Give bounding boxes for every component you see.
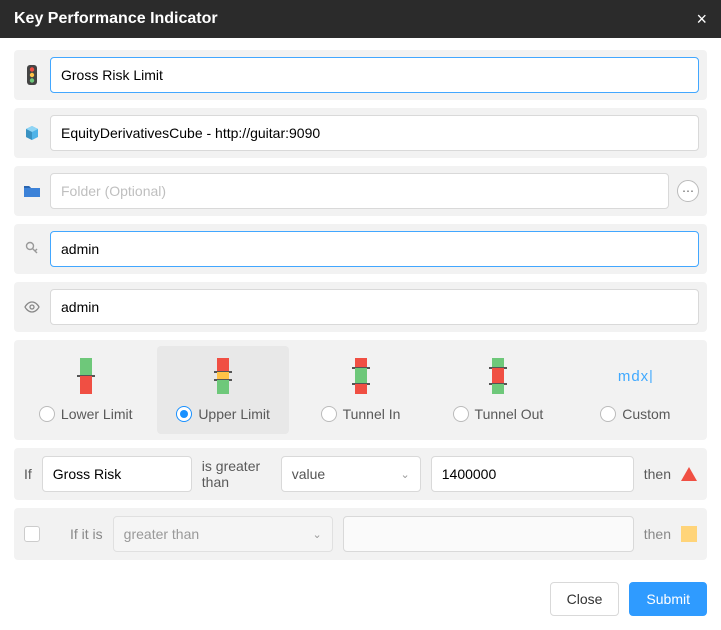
secondary-condition-row: If it is greater than ⌄ then (14, 508, 707, 560)
secondary-then-label: then (644, 526, 671, 542)
key-icon (22, 241, 42, 257)
secondary-operator-selected: greater than (124, 526, 200, 542)
radio-tunnel-in[interactable] (321, 406, 337, 422)
cube-input[interactable] (50, 115, 699, 151)
then-label: then (644, 466, 671, 482)
chevron-down-icon: ⌄ (401, 468, 410, 481)
custom-mdx-glyph: mdx| (618, 356, 653, 396)
tunnel-in-glyph (352, 356, 370, 396)
if-label: If (24, 466, 32, 482)
threshold-input[interactable] (431, 456, 634, 492)
cube-row (14, 108, 707, 158)
chevron-down-icon: ⌄ (312, 528, 321, 541)
condition-field-input[interactable] (42, 456, 192, 492)
value-type-selected: value (292, 466, 325, 482)
dialog-titlebar: Key Performance Indicator × (0, 0, 721, 38)
close-button[interactable]: Close (550, 582, 620, 616)
yellow-swatch-icon (681, 526, 697, 542)
limit-type-tunnel-in[interactable]: Tunnel In (295, 346, 426, 434)
folder-browse-button[interactable]: ⋯ (677, 180, 699, 202)
limit-type-selector: Lower Limit Upper Limit (14, 340, 707, 440)
lower-limit-glyph (77, 356, 95, 396)
operator-label: is greater than (202, 458, 271, 490)
radio-upper[interactable] (176, 406, 192, 422)
name-row (14, 50, 707, 100)
dialog-title: Key Performance Indicator (14, 10, 218, 28)
cube-icon (22, 125, 42, 141)
label-upper: Upper Limit (198, 406, 270, 422)
radio-custom[interactable] (600, 406, 616, 422)
folder-input[interactable] (50, 173, 669, 209)
eye-icon (22, 301, 42, 313)
dialog-content: ⋯ Lower Limit (0, 38, 721, 560)
close-icon[interactable]: × (696, 9, 707, 30)
label-lower: Lower Limit (61, 406, 133, 422)
limit-type-custom[interactable]: mdx| Custom (570, 346, 701, 434)
limit-type-lower[interactable]: Lower Limit (20, 346, 151, 434)
submit-button[interactable]: Submit (629, 582, 707, 616)
secondary-operator-select[interactable]: greater than ⌄ (113, 516, 333, 552)
visibility-input[interactable] (50, 289, 699, 325)
radio-tunnel-out[interactable] (453, 406, 469, 422)
limit-type-tunnel-out[interactable]: Tunnel Out (432, 346, 563, 434)
value-type-select[interactable]: value ⌄ (281, 456, 421, 492)
folder-row: ⋯ (14, 166, 707, 216)
owner-row (14, 224, 707, 274)
primary-condition-row: If is greater than value ⌄ then (14, 448, 707, 500)
traffic-light-icon (22, 65, 42, 85)
dialog-footer: Close Submit (0, 568, 721, 630)
upper-limit-glyph (214, 356, 232, 396)
tunnel-out-glyph (489, 356, 507, 396)
radio-lower[interactable] (39, 406, 55, 422)
visibility-row (14, 282, 707, 332)
owner-input[interactable] (50, 231, 699, 267)
label-tunnel-out: Tunnel Out (475, 406, 544, 422)
label-tunnel-in: Tunnel In (343, 406, 401, 422)
folder-icon (22, 184, 42, 198)
name-input[interactable] (50, 57, 699, 93)
secondary-enabled-checkbox[interactable] (24, 526, 40, 542)
if-it-is-label: If it is (70, 526, 103, 542)
red-triangle-icon (681, 467, 697, 481)
limit-type-upper[interactable]: Upper Limit (157, 346, 288, 434)
secondary-value-input (343, 516, 634, 552)
label-custom: Custom (622, 406, 670, 422)
